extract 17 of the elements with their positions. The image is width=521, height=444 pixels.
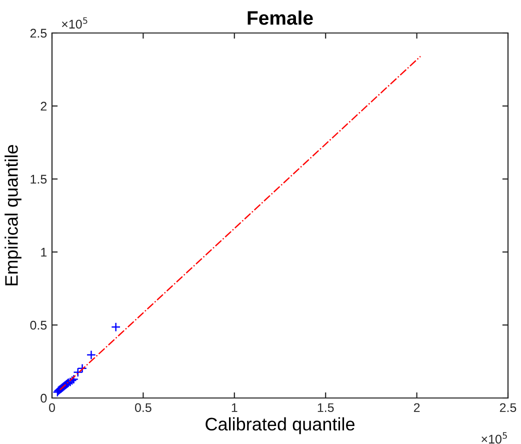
x-tick-label: 2 xyxy=(414,403,420,412)
text: ×10$^{5}$ xyxy=(62,17,88,29)
y-tick-label: 1.5 xyxy=(30,174,47,184)
x-tick-label: 0.5 xyxy=(135,403,152,412)
y-axis-title: Empirical quantile xyxy=(4,145,22,286)
x-tick-label: 2.5 xyxy=(500,403,516,412)
y-tick-label: 2.5 xyxy=(30,28,47,38)
y-tick-label: 1 xyxy=(41,248,47,257)
text: ×10$^{5}$ xyxy=(482,432,507,444)
chart-title: Female xyxy=(248,10,313,25)
y-tick-label: 0.5 xyxy=(30,320,47,330)
x-axis-title: Calibrated quantile xyxy=(206,417,354,434)
x-tick-label: 1 xyxy=(232,403,238,412)
x-tick-label: 0 xyxy=(49,403,55,412)
y-tick-label: 0 xyxy=(40,394,47,403)
x-tick-label: 1.5 xyxy=(318,403,334,412)
y-tick-label: 2 xyxy=(40,102,47,111)
